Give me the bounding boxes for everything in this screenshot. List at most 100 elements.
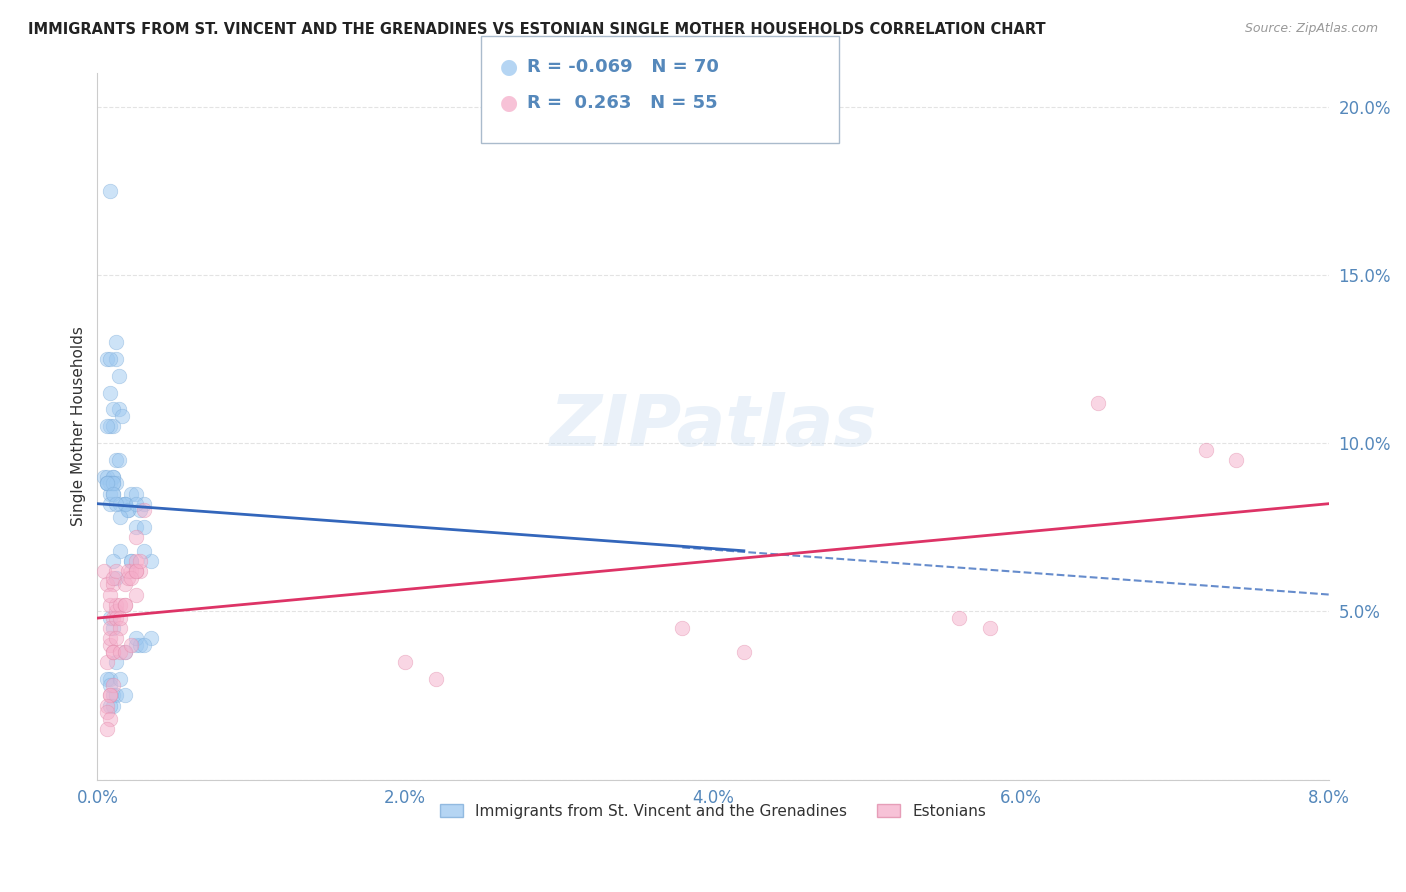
Point — [96, 655, 118, 669]
Point — [98, 632, 121, 646]
Point — [1194, 442, 1216, 457]
Point — [104, 655, 127, 669]
Point — [101, 419, 124, 434]
Point — [98, 351, 121, 366]
Point — [98, 638, 121, 652]
Point — [129, 554, 152, 568]
Point — [948, 611, 970, 625]
Point — [104, 598, 127, 612]
Point — [96, 722, 118, 736]
Point — [1087, 396, 1109, 410]
Point — [125, 638, 148, 652]
Point — [101, 689, 124, 703]
Point — [117, 503, 139, 517]
Point — [120, 486, 142, 500]
Point — [96, 419, 118, 434]
Point — [98, 672, 121, 686]
Text: ●: ● — [501, 57, 517, 77]
Point — [125, 564, 148, 578]
Point — [101, 645, 124, 659]
Point — [98, 486, 121, 500]
Point — [96, 351, 118, 366]
Point — [98, 712, 121, 726]
Point — [125, 497, 148, 511]
Point — [114, 497, 136, 511]
Point — [141, 554, 163, 568]
Point — [125, 520, 148, 534]
Point — [96, 672, 118, 686]
Point — [125, 554, 148, 568]
Point — [132, 543, 155, 558]
Point — [110, 543, 132, 558]
Point — [101, 571, 124, 585]
Point — [101, 678, 124, 692]
Point — [120, 564, 142, 578]
Point — [114, 645, 136, 659]
Point — [129, 564, 152, 578]
Point — [98, 419, 121, 434]
Text: R = -0.069   N = 70: R = -0.069 N = 70 — [527, 58, 718, 76]
Point — [114, 577, 136, 591]
Point — [98, 184, 121, 198]
Point — [96, 577, 118, 591]
Point — [129, 638, 152, 652]
Point — [101, 486, 124, 500]
Point — [98, 621, 121, 635]
Point — [132, 520, 155, 534]
Point — [125, 588, 148, 602]
Point — [104, 564, 127, 578]
Point — [98, 698, 121, 713]
Point — [114, 497, 136, 511]
Point — [125, 530, 148, 544]
Point — [101, 621, 124, 635]
Point — [98, 476, 121, 491]
Point — [101, 469, 124, 483]
Point — [120, 571, 142, 585]
Text: R =  0.263   N = 55: R = 0.263 N = 55 — [527, 94, 718, 112]
Point — [132, 503, 155, 517]
Point — [979, 621, 1001, 635]
Point — [125, 632, 148, 646]
Point — [104, 351, 127, 366]
Point — [98, 497, 121, 511]
Point — [125, 564, 148, 578]
Point — [671, 621, 693, 635]
Text: Source: ZipAtlas.com: Source: ZipAtlas.com — [1244, 22, 1378, 36]
Point — [120, 554, 142, 568]
Point — [114, 598, 136, 612]
Point — [132, 638, 155, 652]
Point — [104, 604, 127, 618]
Point — [101, 469, 124, 483]
Point — [110, 611, 132, 625]
Point — [101, 486, 124, 500]
Point — [96, 476, 118, 491]
Point — [110, 598, 132, 612]
Point — [98, 598, 121, 612]
Point — [733, 645, 755, 659]
Point — [104, 497, 127, 511]
Point — [111, 409, 134, 424]
Text: ●: ● — [501, 93, 517, 112]
Point — [120, 638, 142, 652]
Text: IMMIGRANTS FROM ST. VINCENT AND THE GRENADINES VS ESTONIAN SINGLE MOTHER HOUSEHO: IMMIGRANTS FROM ST. VINCENT AND THE GREN… — [28, 22, 1046, 37]
Point — [129, 503, 152, 517]
Point — [101, 402, 124, 417]
Point — [93, 469, 115, 483]
Point — [141, 632, 163, 646]
Point — [96, 476, 118, 491]
Point — [132, 497, 155, 511]
Point — [98, 689, 121, 703]
Point — [114, 689, 136, 703]
Point — [125, 486, 148, 500]
Point — [104, 476, 127, 491]
Text: ZIPatlas: ZIPatlas — [550, 392, 877, 461]
Legend: Immigrants from St. Vincent and the Grenadines, Estonians: Immigrants from St. Vincent and the Gren… — [433, 797, 993, 825]
Point — [98, 678, 121, 692]
Point — [117, 564, 139, 578]
Point — [96, 469, 118, 483]
Point — [104, 335, 127, 350]
Point — [98, 611, 121, 625]
Point — [394, 655, 416, 669]
Point — [110, 672, 132, 686]
Point — [108, 368, 131, 383]
